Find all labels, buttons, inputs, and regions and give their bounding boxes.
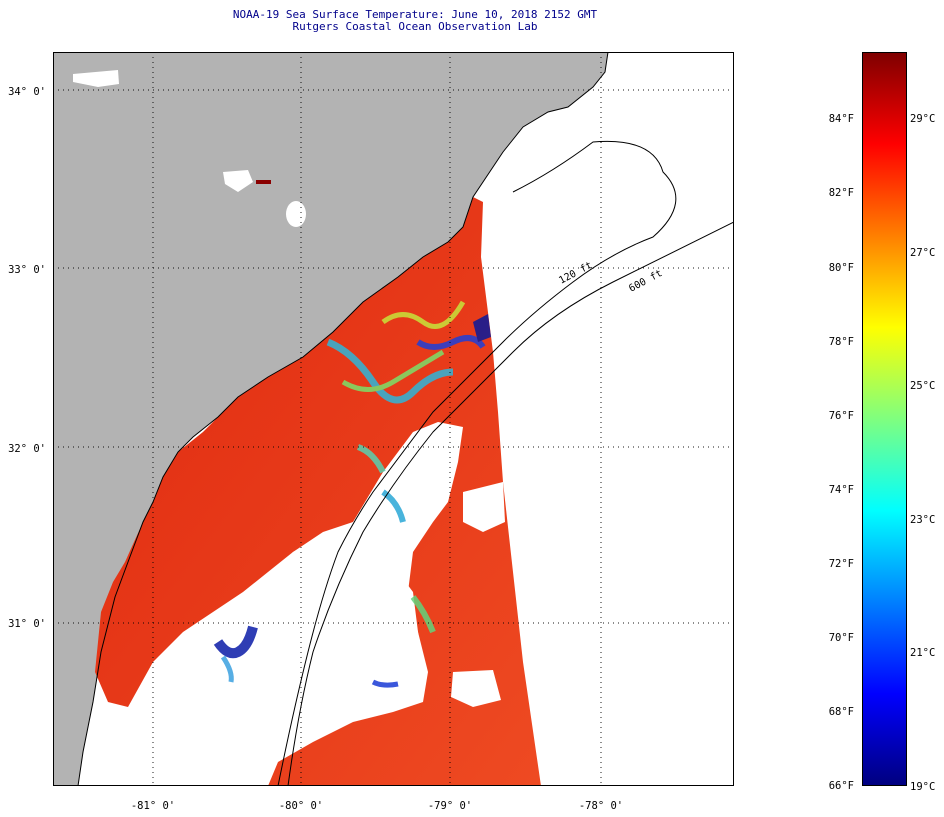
- lat-label-34: 34° 0': [8, 86, 46, 98]
- colorbar-f-label: 74°F: [828, 484, 854, 496]
- map-frame: [53, 52, 734, 786]
- sst-map: 120 ft 600 ft: [53, 52, 734, 786]
- colorbar-f-label: 70°F: [828, 632, 854, 644]
- colorbar-c-label: 29°C: [910, 113, 936, 125]
- white-specks: [73, 70, 119, 87]
- map-subtitle: Rutgers Coastal Ocean Observation Lab: [292, 20, 538, 33]
- cool-filaments: [213, 300, 491, 688]
- lon-label-80: -80° 0': [278, 800, 324, 812]
- isobath-600ft: [287, 221, 734, 786]
- colorbar-f-label: 66°F: [828, 780, 854, 792]
- colorbar-c-label: 23°C: [910, 514, 936, 526]
- colorbar-f-label: 82°F: [828, 187, 854, 199]
- lat-label-33: 33° 0': [8, 264, 46, 276]
- lon-label-79: -79° 0': [427, 800, 473, 812]
- colorbar-c-label: 21°C: [910, 647, 936, 659]
- colorbar-f-label: 78°F: [828, 336, 854, 348]
- colorbar-c-label: 25°C: [910, 380, 936, 392]
- lake-marker: [256, 180, 271, 184]
- cloud-patch-south: [451, 670, 501, 707]
- colorbar-c-label: 19°C: [910, 781, 936, 793]
- colorbar: [862, 52, 907, 786]
- land-mass: [53, 52, 608, 786]
- coastline: [77, 52, 609, 786]
- lake-feature-2: [286, 201, 306, 227]
- lon-label-81: -81° 0': [130, 800, 176, 812]
- lon-label-78: -78° 0': [578, 800, 624, 812]
- lat-label-31: 31° 0': [8, 618, 46, 630]
- colorbar-gradient: [862, 52, 907, 786]
- lat-label-32: 32° 0': [8, 443, 46, 455]
- colorbar-f-label: 84°F: [828, 113, 854, 125]
- colorbar-f-label: 72°F: [828, 558, 854, 570]
- lake-feature: [223, 170, 253, 192]
- colorbar-c-label: 27°C: [910, 247, 936, 259]
- colorbar-f-label: 80°F: [828, 262, 854, 274]
- isobath-120ft: [277, 140, 677, 786]
- colorbar-f-label: 68°F: [828, 706, 854, 718]
- cloud-region: [213, 422, 463, 742]
- colorbar-f-label: 76°F: [828, 410, 854, 422]
- cloud-patch-east: [463, 482, 505, 532]
- graticule: [53, 52, 734, 786]
- map-title: NOAA-19 Sea Surface Temperature: June 10…: [232, 8, 598, 21]
